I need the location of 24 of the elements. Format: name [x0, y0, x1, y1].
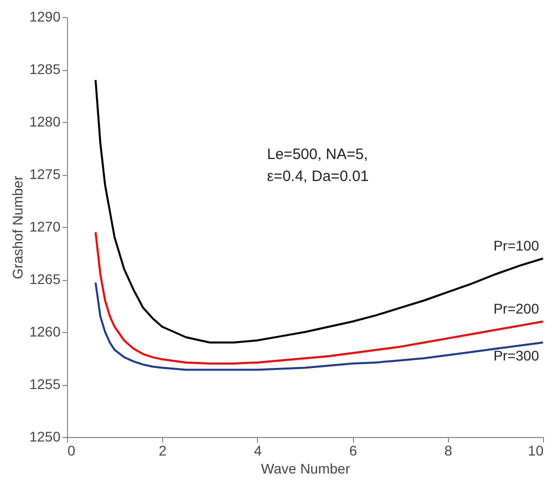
y-tick-label: 1250 [29, 428, 61, 444]
line-series [94, 79, 544, 344]
y-tick-label: 1265 [29, 271, 61, 287]
x-tick-label: 2 [158, 442, 167, 458]
x-tick-label: 4 [254, 442, 262, 458]
y-tick-label: 1260 [29, 324, 61, 340]
y-tick-label: 1270 [29, 218, 61, 234]
line-series [94, 231, 544, 364]
annotation: Le=500, NA=5, ε=0.4, Da=0.01 [267, 146, 369, 185]
y-tick-label: 1255 [29, 376, 61, 392]
x-tick-label: 8 [444, 442, 452, 458]
y-tick-label: 1280 [29, 114, 61, 130]
x-tick-label: 6 [349, 442, 358, 458]
series-label: Pr=200 [493, 300, 540, 316]
y-axis-title: Grashof Number [9, 175, 26, 280]
y-tick-label: 1290 [29, 8, 61, 24]
x-axis-title: Wave Number [261, 460, 350, 476]
x-tick-label: 0 [68, 442, 76, 458]
y-tick-label: 1275 [29, 166, 61, 182]
series-label: Pr=300 [493, 348, 540, 364]
y-tick-label: 1285 [29, 61, 61, 77]
line-series [94, 282, 544, 371]
x-tick-label: 10 [528, 442, 544, 458]
series-label: Pr=100 [493, 238, 540, 254]
